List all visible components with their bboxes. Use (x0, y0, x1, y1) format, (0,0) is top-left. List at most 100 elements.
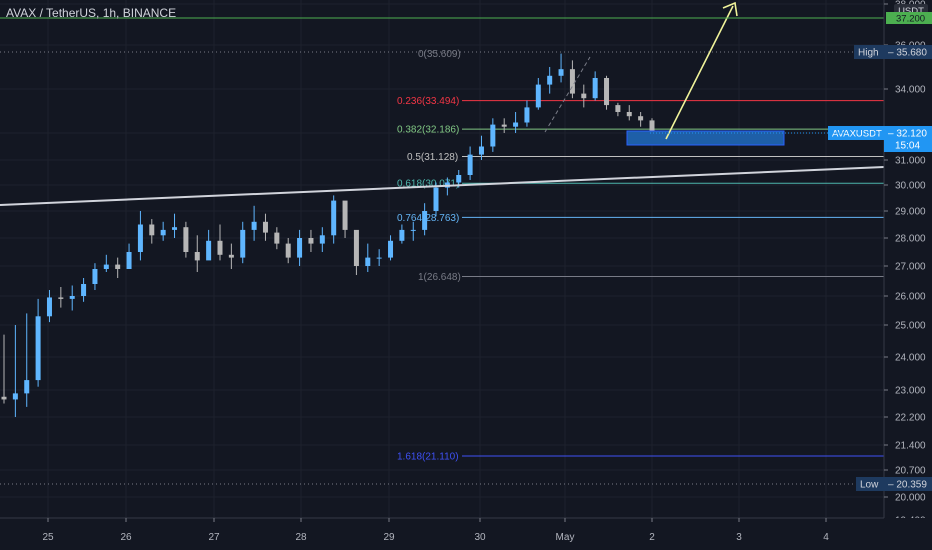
candle[interactable] (388, 240, 394, 258)
price-tick-label: 27.000 (895, 262, 926, 273)
candle[interactable] (126, 252, 132, 269)
time-tick-label: May (556, 532, 575, 543)
target-zone[interactable] (626, 130, 785, 146)
time-tick-label: 2 (649, 532, 655, 543)
candle[interactable] (137, 224, 143, 253)
time-tick-label: 26 (120, 532, 132, 543)
candle[interactable] (308, 238, 314, 244)
candle[interactable] (581, 93, 587, 99)
time-tick-label: 29 (383, 532, 395, 543)
price-tick-label: 31.000 (895, 156, 926, 167)
countdown-label: 15:04 (895, 141, 920, 152)
candle[interactable] (524, 107, 530, 123)
candle[interactable] (558, 69, 564, 76)
price-axis-bg (884, 0, 932, 550)
candle[interactable] (399, 229, 405, 241)
fib-label: 1(26.648) (418, 272, 461, 283)
resistance-price-label: 37.200 (896, 14, 925, 25)
candle[interactable] (103, 264, 109, 269)
candle[interactable] (626, 112, 632, 117)
price-tick-label: 23.000 (895, 386, 926, 397)
candle[interactable] (615, 105, 621, 112)
candle[interactable] (262, 221, 268, 233)
candle[interactable] (535, 84, 541, 108)
candle[interactable] (342, 200, 348, 230)
candle[interactable] (92, 269, 98, 284)
candle[interactable] (274, 232, 280, 244)
price-tick-label: 34.000 (895, 85, 926, 96)
candle[interactable] (172, 227, 178, 230)
candle[interactable] (649, 120, 655, 131)
chart-title: AVAX / TetherUS, 1h, BINANCE (6, 6, 177, 20)
candle[interactable] (12, 393, 18, 400)
candle[interactable] (81, 284, 87, 296)
resistance-price-badge (886, 12, 932, 24)
fib-label: 0.382(32.186) (397, 125, 459, 136)
candle[interactable] (46, 297, 52, 317)
candle[interactable] (547, 75, 553, 85)
candle[interactable] (456, 175, 462, 183)
candle[interactable] (183, 227, 189, 252)
price-tick-label: 29.000 (895, 207, 926, 218)
fib-label: 1.618(21.110) (397, 452, 459, 463)
arrow-head (722, 1, 738, 17)
time-tick-label: 3 (736, 532, 742, 543)
time-tick-label: 25 (42, 532, 54, 543)
chart-grid (0, 0, 884, 521)
price-tick-label: 26.000 (895, 292, 926, 303)
candle[interactable] (467, 154, 473, 175)
candle[interactable] (319, 235, 325, 244)
candle[interactable] (228, 254, 234, 258)
high-tag-label: High (858, 48, 879, 59)
candle[interactable] (35, 316, 41, 381)
candle[interactable] (513, 122, 519, 127)
price-axis: 38.00036.00034.00032.00031.00030.00029.0… (883, 0, 932, 550)
low-tag-label: Low (860, 480, 879, 491)
time-axis-bg (0, 518, 932, 550)
candle[interactable] (592, 77, 598, 99)
candle[interactable] (160, 229, 166, 236)
candle[interactable] (1, 396, 7, 400)
candle[interactable] (638, 116, 644, 121)
candle[interactable] (24, 380, 30, 394)
candle[interactable] (422, 211, 428, 230)
candle[interactable] (433, 187, 439, 211)
candle[interactable] (490, 124, 496, 147)
candle[interactable] (569, 69, 575, 94)
candle[interactable] (206, 240, 212, 261)
candle[interactable] (149, 224, 155, 236)
candle[interactable] (478, 146, 484, 155)
candle[interactable] (240, 229, 246, 258)
candle[interactable] (115, 264, 121, 269)
trend-line[interactable] (0, 166, 885, 206)
candle[interactable] (501, 124, 507, 127)
candle[interactable] (353, 229, 359, 266)
candle[interactable] (69, 296, 75, 299)
candles-layer (1, 53, 655, 417)
high-tag (854, 45, 884, 59)
candle[interactable] (58, 297, 64, 299)
candle[interactable] (194, 252, 200, 261)
time-tick-label: 27 (208, 532, 220, 543)
time-tick-label: 4 (823, 532, 829, 543)
candle[interactable] (297, 238, 303, 258)
candle[interactable] (217, 240, 223, 255)
high-price-badge (884, 45, 932, 59)
candle[interactable] (604, 77, 610, 106)
candle[interactable] (376, 257, 382, 259)
candle[interactable] (285, 243, 291, 258)
candle[interactable] (251, 221, 257, 230)
candle[interactable] (365, 257, 371, 266)
projection-arrow[interactable] (665, 5, 734, 140)
fibonacci-retracement: 0(35.609) 0.236(33.494) 0.382(32.186) 0.5(3… (397, 49, 884, 463)
candle[interactable] (331, 200, 337, 236)
low-price-badge (884, 477, 932, 491)
price-tick-label: 28.000 (895, 234, 926, 245)
price-tick-label: 24.000 (895, 353, 926, 364)
candle[interactable] (410, 229, 416, 231)
projection-dashed-line (544, 56, 591, 133)
low-tag (856, 477, 884, 491)
current-price-label: – 32.120 (888, 129, 927, 140)
